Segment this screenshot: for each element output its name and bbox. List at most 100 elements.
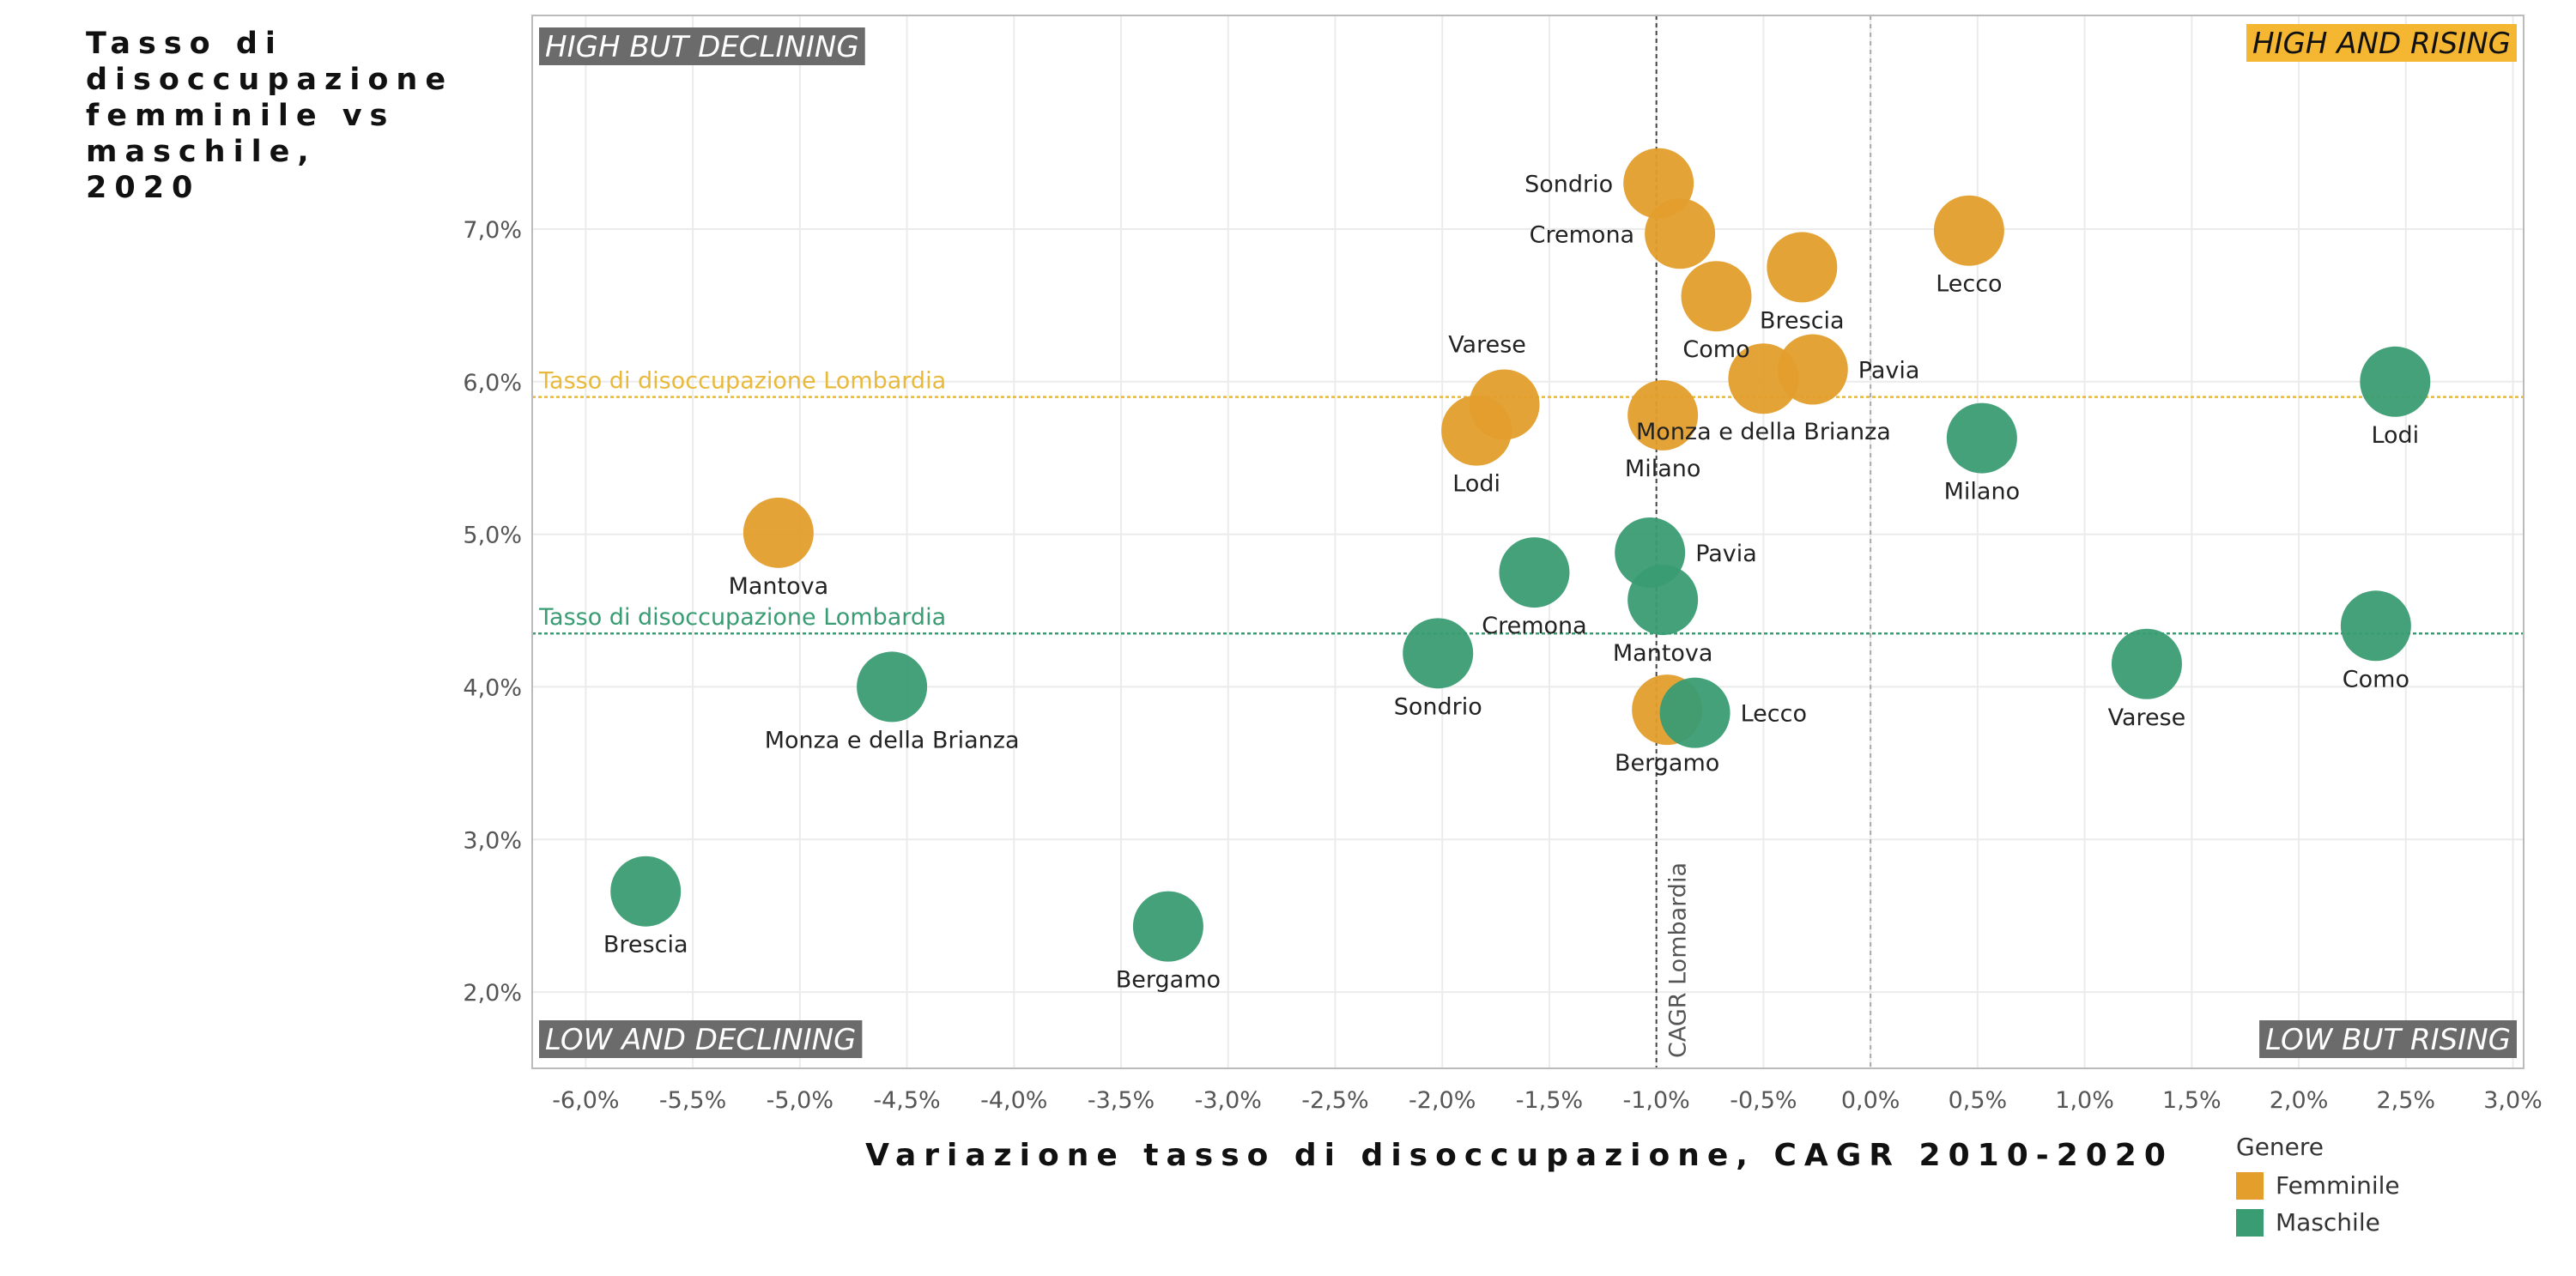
legend: Genere Femminile Maschile bbox=[2236, 1133, 2400, 1245]
point-label-maschile: Mantova bbox=[1613, 640, 1713, 667]
male-average-label: Tasso di disoccupazione Lombardia bbox=[538, 604, 946, 631]
point-label-maschile: Bergamo bbox=[1116, 967, 1221, 994]
x-axis-title: Variazione tasso di disoccupazione, CAGR… bbox=[865, 1138, 2173, 1173]
point-maschile bbox=[2340, 590, 2411, 662]
point-label-maschile: Brescia bbox=[603, 932, 688, 959]
point-maschile bbox=[1132, 891, 1203, 962]
point-label-femminile: Brescia bbox=[1760, 307, 1845, 334]
x-tick-label: -6,0% bbox=[552, 1087, 619, 1114]
point-maschile bbox=[1499, 537, 1570, 608]
y-tick-label: 6,0% bbox=[463, 370, 522, 396]
point-femminile bbox=[1767, 232, 1838, 303]
quadrant-top-left-text: HIGH BUT DECLINING bbox=[545, 30, 859, 64]
point-femminile bbox=[1441, 395, 1512, 466]
point-femminile bbox=[1645, 198, 1716, 269]
y-tick-label: 5,0% bbox=[463, 523, 522, 549]
legend-swatch-femminile bbox=[2236, 1171, 2264, 1200]
point-label-maschile: Sondrio bbox=[1394, 693, 1482, 720]
point-femminile bbox=[1681, 261, 1752, 332]
point-maschile bbox=[857, 651, 928, 723]
quadrant-bottom-left-bg bbox=[539, 1020, 863, 1058]
legend-item-maschile[interactable]: Maschile bbox=[2236, 1208, 2400, 1237]
legend-title: Genere bbox=[2236, 1133, 2324, 1161]
point-maschile bbox=[610, 856, 682, 927]
point-femminile bbox=[1933, 195, 2004, 266]
point-label-maschile: Milano bbox=[1944, 479, 2020, 505]
point-label-femminile: Pavia bbox=[1858, 358, 1920, 384]
plot-frame bbox=[531, 15, 2524, 1069]
x-tick-label: 0,0% bbox=[1841, 1087, 1900, 1114]
quadrant-labels: HIGH BUT DECLINING HIGH AND RISING LOW AND… bbox=[539, 24, 2517, 1058]
x-tick-label: 0,5% bbox=[1949, 1087, 2008, 1114]
chart-title: Tasso di disoccupazione femminile vs mas… bbox=[86, 27, 454, 205]
x-tick-label: 3,0% bbox=[2483, 1087, 2543, 1114]
point-label-maschile: Como bbox=[2343, 666, 2409, 692]
point-femminile bbox=[742, 497, 814, 568]
x-tick-label: -0,5% bbox=[1730, 1087, 1797, 1114]
x-tick-label: -3,0% bbox=[1195, 1087, 1262, 1114]
legend-label-maschile: Maschile bbox=[2276, 1208, 2380, 1237]
quadrant-bottom-right-bg bbox=[2259, 1020, 2517, 1058]
x-tick-label: -3,5% bbox=[1088, 1087, 1155, 1114]
point-label-maschile: Monza e della Brianza bbox=[765, 727, 1020, 753]
point-label-femminile: Mantova bbox=[729, 573, 829, 600]
x-tick-label: -1,5% bbox=[1516, 1087, 1583, 1114]
y-tick-label: 4,0% bbox=[463, 674, 522, 701]
quadrant-top-right-bg bbox=[2246, 24, 2517, 62]
point-femminile bbox=[1728, 343, 1799, 414]
x-tick-label: 1,0% bbox=[2055, 1087, 2114, 1114]
legend-item-femminile[interactable]: Femminile bbox=[2236, 1171, 2400, 1200]
quadrant-bottom-right-text: LOW BUT RISING bbox=[2265, 1023, 2511, 1057]
legend-swatch-maschile bbox=[2236, 1208, 2264, 1237]
y-tick-label: 3,0% bbox=[463, 827, 522, 854]
point-label-femminile: Milano bbox=[1625, 456, 1700, 482]
y-tick-label: 2,0% bbox=[463, 980, 522, 1007]
cagr-lombardia-label: CAGR Lombardia bbox=[1665, 862, 1692, 1058]
x-tick-label: -2,0% bbox=[1409, 1087, 1476, 1114]
quadrant-top-right-text: HIGH AND RISING bbox=[2252, 27, 2511, 61]
x-tick-label: -2,5% bbox=[1301, 1087, 1368, 1114]
point-label-femminile: Bergamo bbox=[1615, 750, 1719, 777]
point-label-femminile: Cremona bbox=[1530, 221, 1634, 248]
y-tick-label: 7,0% bbox=[463, 217, 522, 244]
point-label-maschile: Cremona bbox=[1482, 613, 1586, 639]
point-label-femminile: Monza e della Brianza bbox=[1636, 419, 1891, 445]
point-label-maschile: Lecco bbox=[1741, 701, 1807, 728]
quadrant-top-left: HIGH BUT DECLINING bbox=[539, 27, 865, 65]
legend-label-femminile: Femminile bbox=[2276, 1171, 2400, 1200]
quadrant-top-left-bg bbox=[539, 27, 865, 65]
point-label-femminile: Como bbox=[1682, 336, 1749, 363]
point-label-femminile: Varese bbox=[1448, 331, 1526, 358]
point-label-femminile: Lodi bbox=[1452, 471, 1500, 498]
point-labels: Sondrio Cremona Lecco Brescia Como Varese Pavi… bbox=[603, 172, 2419, 994]
x-tick-label: -4,5% bbox=[873, 1087, 940, 1114]
quadrant-bottom-left-text: LOW AND DECLINING bbox=[545, 1023, 856, 1057]
point-maschile bbox=[1946, 402, 2017, 474]
point-label-maschile: Lodi bbox=[2371, 422, 2419, 449]
quadrant-top-right: HIGH AND RISING bbox=[2246, 24, 2517, 62]
y-axis-ticks: 2,0% 3,0% 4,0% 5,0% 6,0% 7,0% bbox=[463, 217, 522, 1007]
x-tick-label: -5,0% bbox=[767, 1087, 833, 1114]
quadrant-bottom-left: LOW AND DECLINING bbox=[539, 1020, 863, 1058]
quadrant-bottom-right: LOW BUT RISING bbox=[2259, 1020, 2517, 1058]
female-average-label: Tasso di disoccupazione Lombardia bbox=[538, 368, 946, 395]
data-points bbox=[610, 148, 2431, 962]
x-axis-ticks: -6,0% -5,5% -5,0% -4,5% -4,0% -3,5% -3,0% -2,5%… bbox=[552, 1087, 2543, 1114]
x-tick-label: 1,5% bbox=[2162, 1087, 2221, 1114]
point-label-femminile: Lecco bbox=[1936, 271, 2002, 298]
point-maschile bbox=[2111, 628, 2182, 699]
point-femminile bbox=[1627, 379, 1699, 451]
point-label-femminile: Sondrio bbox=[1524, 172, 1613, 198]
x-tick-label: -4,0% bbox=[980, 1087, 1047, 1114]
x-tick-label: 2,0% bbox=[2270, 1087, 2329, 1114]
point-maschile bbox=[1659, 677, 1730, 748]
point-label-maschile: Pavia bbox=[1695, 541, 1757, 567]
x-tick-label: 2,5% bbox=[2376, 1087, 2435, 1114]
x-tick-label: -1,0% bbox=[1623, 1087, 1690, 1114]
point-maschile bbox=[2360, 346, 2431, 417]
point-label-maschile: Varese bbox=[2108, 705, 2186, 731]
point-maschile bbox=[1627, 565, 1699, 636]
point-maschile bbox=[1403, 618, 1474, 689]
x-tick-label: -5,5% bbox=[659, 1087, 726, 1114]
